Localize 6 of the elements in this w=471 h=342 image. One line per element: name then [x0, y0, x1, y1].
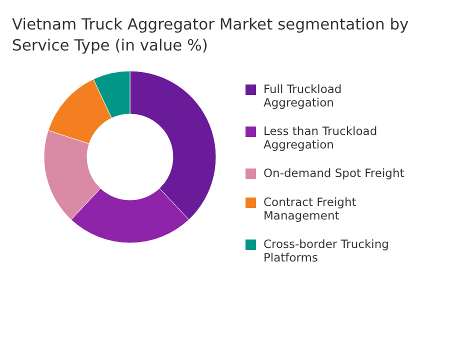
legend-label: Contract Freight Management — [264, 194, 357, 222]
legend-label: Cross-border Trucking Platforms — [264, 236, 389, 264]
legend-label: Full Truckload Aggregation — [264, 82, 342, 110]
legend-label: On-demand Spot Freight — [264, 166, 405, 180]
chart-title: Vietnam Truck Aggregator Market segmentation by Service Type (in value %) — [12, 16, 409, 54]
legend-label: Less than Truckload Aggregation — [264, 124, 378, 152]
